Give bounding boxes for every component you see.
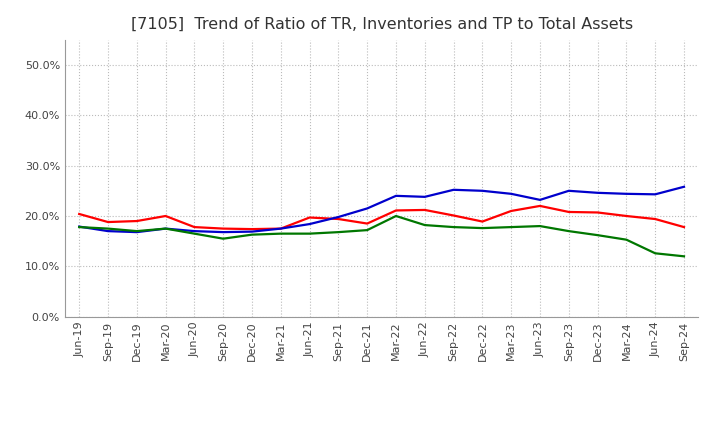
- Trade Receivables: [276, 226, 285, 231]
- Trade Payables: [219, 236, 228, 241]
- Trade Payables: [651, 251, 660, 256]
- Trade Payables: [622, 237, 631, 242]
- Trade Receivables: [507, 208, 516, 213]
- Line: Trade Receivables: Trade Receivables: [79, 206, 684, 229]
- Trade Payables: [161, 226, 170, 231]
- Trade Payables: [536, 224, 544, 229]
- Legend: Trade Receivables, Inventories, Trade Payables: Trade Receivables, Inventories, Trade Pa…: [154, 439, 609, 440]
- Trade Payables: [478, 225, 487, 231]
- Inventories: [564, 188, 573, 194]
- Trade Receivables: [651, 216, 660, 222]
- Inventories: [622, 191, 631, 197]
- Trade Receivables: [622, 213, 631, 219]
- Inventories: [651, 192, 660, 197]
- Trade Receivables: [248, 227, 256, 232]
- Inventories: [334, 214, 343, 220]
- Trade Receivables: [449, 213, 458, 218]
- Inventories: [190, 228, 199, 234]
- Inventories: [593, 190, 602, 195]
- Inventories: [420, 194, 429, 199]
- Trade Receivables: [680, 224, 688, 230]
- Trade Payables: [420, 223, 429, 228]
- Trade Payables: [132, 228, 141, 234]
- Inventories: [507, 191, 516, 197]
- Inventories: [75, 224, 84, 229]
- Inventories: [392, 193, 400, 198]
- Trade Payables: [334, 230, 343, 235]
- Trade Receivables: [161, 213, 170, 219]
- Trade Receivables: [132, 218, 141, 224]
- Inventories: [478, 188, 487, 194]
- Trade Payables: [507, 224, 516, 230]
- Inventories: [248, 229, 256, 234]
- Trade Receivables: [75, 211, 84, 216]
- Trade Receivables: [219, 226, 228, 231]
- Trade Payables: [104, 226, 112, 231]
- Trade Receivables: [334, 216, 343, 222]
- Inventories: [536, 197, 544, 202]
- Line: Inventories: Inventories: [79, 187, 684, 232]
- Trade Receivables: [593, 210, 602, 215]
- Inventories: [363, 206, 372, 211]
- Inventories: [161, 226, 170, 231]
- Inventories: [449, 187, 458, 192]
- Trade Receivables: [104, 220, 112, 225]
- Inventories: [276, 226, 285, 231]
- Trade Payables: [564, 228, 573, 234]
- Trade Receivables: [392, 208, 400, 213]
- Trade Receivables: [564, 209, 573, 215]
- Trade Payables: [276, 231, 285, 236]
- Trade Payables: [363, 227, 372, 233]
- Inventories: [305, 221, 314, 227]
- Trade Payables: [392, 213, 400, 219]
- Inventories: [219, 230, 228, 235]
- Trade Receivables: [305, 215, 314, 220]
- Trade Payables: [449, 224, 458, 230]
- Line: Trade Payables: Trade Payables: [79, 216, 684, 257]
- Trade Receivables: [478, 219, 487, 224]
- Trade Payables: [593, 232, 602, 238]
- Trade Payables: [305, 231, 314, 236]
- Title: [7105]  Trend of Ratio of TR, Inventories and TP to Total Assets: [7105] Trend of Ratio of TR, Inventories…: [130, 16, 633, 32]
- Trade Receivables: [363, 221, 372, 226]
- Inventories: [680, 184, 688, 189]
- Trade Payables: [248, 232, 256, 237]
- Trade Payables: [75, 224, 84, 230]
- Trade Payables: [190, 231, 199, 236]
- Trade Receivables: [420, 207, 429, 213]
- Trade Receivables: [536, 203, 544, 209]
- Inventories: [104, 228, 112, 234]
- Inventories: [132, 230, 141, 235]
- Trade Receivables: [190, 224, 199, 230]
- Trade Payables: [680, 254, 688, 259]
